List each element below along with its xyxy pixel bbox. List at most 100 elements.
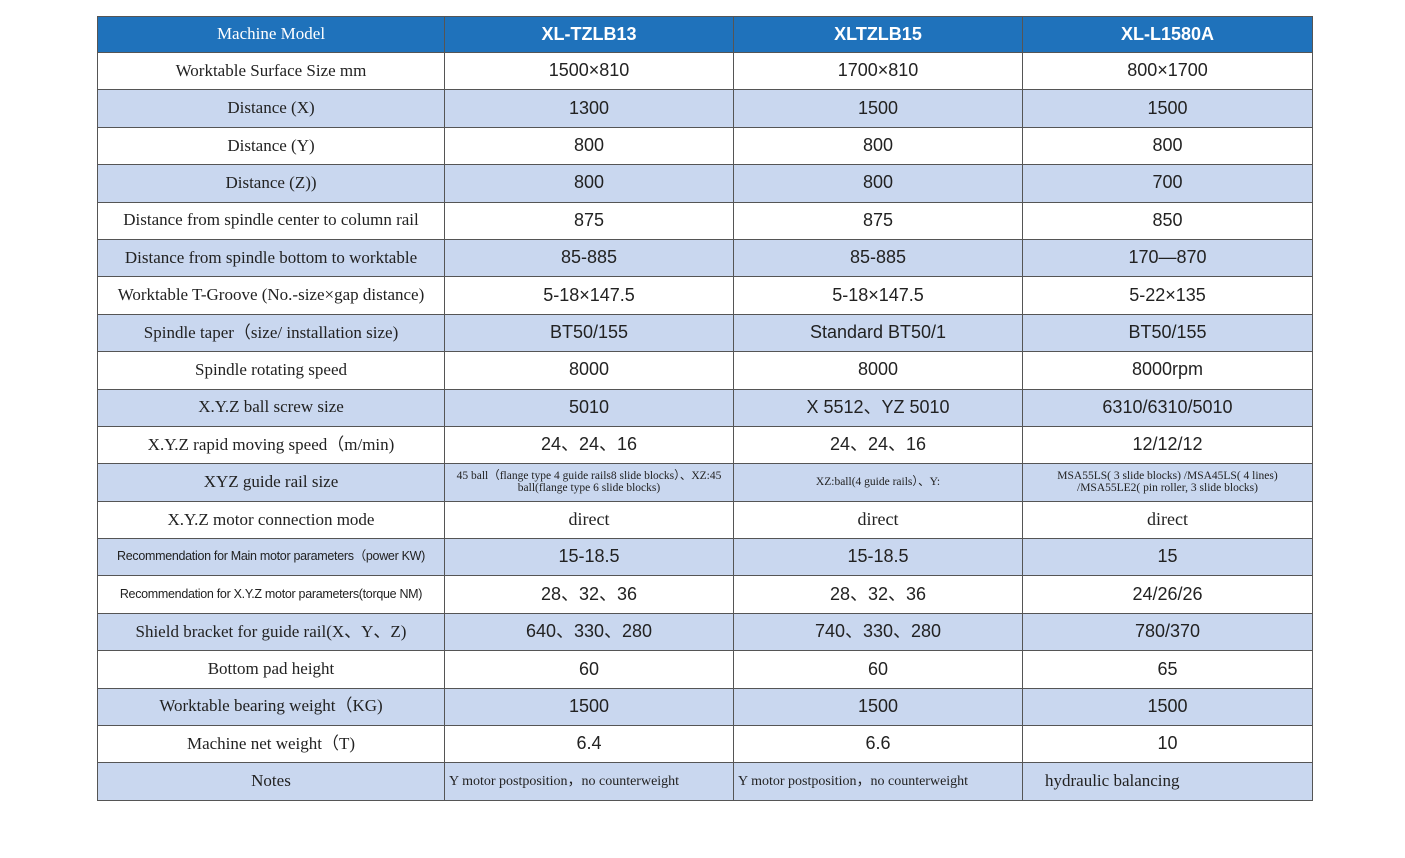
value-cell: 1500 bbox=[1022, 89, 1313, 128]
value-cell: 85-885 bbox=[444, 238, 734, 278]
table-row: Worktable T-Groove (No.-size×gap distanc… bbox=[97, 276, 1313, 315]
row-label: Distance (Z)) bbox=[97, 164, 445, 203]
row-label: Distance (Y) bbox=[97, 126, 445, 166]
value-cell: 850 bbox=[1022, 201, 1313, 240]
value-cell: 800 bbox=[733, 126, 1023, 166]
table-row: Distance (Y) 800 800 800 bbox=[97, 126, 1313, 166]
value-cell: 24、24、16 bbox=[444, 425, 734, 465]
row-label: Worktable Surface Size mm bbox=[97, 51, 445, 91]
value-cell: 800 bbox=[444, 126, 734, 166]
table-row: X.Y.Z motor connection mode direct direct d… bbox=[97, 500, 1313, 540]
value-cell: 640、330、280 bbox=[444, 612, 734, 652]
header-row: Machine Model XL-TZLB13 XLTZLB15 XL-L1580A bbox=[97, 16, 1313, 53]
value-cell: 800 bbox=[1022, 126, 1313, 166]
value-cell: 15-18.5 bbox=[444, 538, 734, 577]
value-cell: 800 bbox=[733, 164, 1023, 203]
row-label: Shield bracket for guide rail(X、Y、Z) bbox=[97, 612, 445, 652]
table-row: Recommendation for Main motor parameters… bbox=[97, 538, 1313, 577]
table-row: Worktable bearing weight（KG) 1500 1500 1500 bbox=[97, 687, 1313, 727]
table-row: Distance (X) 1300 1500 1500 bbox=[97, 89, 1313, 128]
value-cell: direct bbox=[444, 500, 734, 540]
value-cell: 1500×810 bbox=[444, 51, 734, 91]
table-row: Recommendation for X.Y.Z motor parameter… bbox=[97, 575, 1313, 614]
spec-table: Machine Model XL-TZLB13 XLTZLB15 XL-L1580A … bbox=[97, 16, 1313, 801]
value-cell: 8000 bbox=[733, 351, 1023, 390]
value-cell: 85-885 bbox=[733, 238, 1023, 278]
row-label: XYZ guide rail size bbox=[97, 463, 445, 502]
value-cell: XZ:ball(4 guide rails）、Y: bbox=[733, 463, 1023, 502]
value-cell: 875 bbox=[444, 201, 734, 240]
value-cell: Y motor postposition，no counterweight bbox=[444, 762, 734, 801]
table-row: XYZ guide rail size 45 ball（flange type 4… bbox=[97, 463, 1313, 502]
value-cell: Standard BT50/1 bbox=[733, 313, 1023, 353]
value-cell: 28、32、36 bbox=[444, 575, 734, 614]
value-cell: hydraulic balancing bbox=[1022, 762, 1313, 801]
value-cell: Y motor postposition，no counterweight bbox=[733, 762, 1023, 801]
value-cell: BT50/155 bbox=[1022, 313, 1313, 353]
value-cell: 800×1700 bbox=[1022, 51, 1313, 91]
header-cell: Machine Model bbox=[97, 16, 445, 53]
table-row: Distance from spindle bottom to worktabl… bbox=[97, 238, 1313, 278]
value-cell: 1500 bbox=[733, 89, 1023, 128]
value-cell: 5-22×135 bbox=[1022, 276, 1313, 315]
table-row: X.Y.Z ball screw size 5010 X 5512、YZ 5010 6… bbox=[97, 388, 1313, 427]
table-row: Machine net weight（T) 6.4 6.6 10 bbox=[97, 725, 1313, 764]
row-label: Machine net weight（T) bbox=[97, 725, 445, 764]
value-cell: 5-18×147.5 bbox=[733, 276, 1023, 315]
row-label: Distance from spindle center to column r… bbox=[97, 201, 445, 240]
value-cell: 6.4 bbox=[444, 725, 734, 764]
value-cell: 60 bbox=[733, 650, 1023, 689]
row-label: Worktable bearing weight（KG) bbox=[97, 687, 445, 727]
value-cell: 24、24、16 bbox=[733, 425, 1023, 465]
header-cell: XLTZLB15 bbox=[733, 16, 1023, 53]
row-label: Spindle rotating speed bbox=[97, 351, 445, 390]
value-cell: 1500 bbox=[733, 687, 1023, 727]
value-cell: 15 bbox=[1022, 538, 1313, 577]
value-cell: 700 bbox=[1022, 164, 1313, 203]
value-cell: 24/26/26 bbox=[1022, 575, 1313, 614]
value-cell: 875 bbox=[733, 201, 1023, 240]
value-cell: 8000 bbox=[444, 351, 734, 390]
table-row: Shield bracket for guide rail(X、Y、Z) 640、… bbox=[97, 612, 1313, 652]
header-cell: XL-L1580A bbox=[1022, 16, 1313, 53]
value-cell: 1300 bbox=[444, 89, 734, 128]
row-label: Worktable T-Groove (No.-size×gap distanc… bbox=[97, 276, 445, 315]
row-label: Recommendation for X.Y.Z motor parameter… bbox=[97, 575, 445, 614]
value-cell: 6.6 bbox=[733, 725, 1023, 764]
table-row: Spindle rotating speed 8000 8000 8000rpm bbox=[97, 351, 1313, 390]
value-cell: 65 bbox=[1022, 650, 1313, 689]
row-label: X.Y.Z ball screw size bbox=[97, 388, 445, 427]
value-cell: MSA55LS( 3 slide blocks) /MSA45LS( 4 lin… bbox=[1022, 463, 1313, 502]
table-row: X.Y.Z rapid moving speed（m/min) 24、24、16 2… bbox=[97, 425, 1313, 465]
value-cell: direct bbox=[733, 500, 1023, 540]
row-label: X.Y.Z rapid moving speed（m/min) bbox=[97, 425, 445, 465]
header-cell: XL-TZLB13 bbox=[444, 16, 734, 53]
value-cell: 5-18×147.5 bbox=[444, 276, 734, 315]
row-label: Bottom pad height bbox=[97, 650, 445, 689]
row-label: Spindle taper（size/ installation size) bbox=[97, 313, 445, 353]
table-row: Worktable Surface Size mm 1500×810 1700×81… bbox=[97, 51, 1313, 91]
table-row: Notes Y motor postposition，no counterweig… bbox=[97, 762, 1313, 801]
table-row: Distance (Z)) 800 800 700 bbox=[97, 164, 1313, 203]
value-cell: 8000rpm bbox=[1022, 351, 1313, 390]
spec-table-wrap: Machine Model XL-TZLB13 XLTZLB15 XL-L1580A … bbox=[97, 16, 1313, 801]
value-cell: 1500 bbox=[444, 687, 734, 727]
value-cell: BT50/155 bbox=[444, 313, 734, 353]
value-cell: direct bbox=[1022, 500, 1313, 540]
value-cell: 1700×810 bbox=[733, 51, 1023, 91]
value-cell: 170—870 bbox=[1022, 238, 1313, 278]
value-cell: 15-18.5 bbox=[733, 538, 1023, 577]
value-cell: 45 ball（flange type 4 guide rails8 slide… bbox=[444, 463, 734, 502]
table-row: Distance from spindle center to column r… bbox=[97, 201, 1313, 240]
value-cell: 28、32、36 bbox=[733, 575, 1023, 614]
value-cell: 1500 bbox=[1022, 687, 1313, 727]
value-cell: 800 bbox=[444, 164, 734, 203]
row-label: Distance (X) bbox=[97, 89, 445, 128]
value-cell: 740、330、280 bbox=[733, 612, 1023, 652]
table-row: Spindle taper（size/ installation size) BT… bbox=[97, 313, 1313, 353]
value-cell: 10 bbox=[1022, 725, 1313, 764]
value-cell: 780/370 bbox=[1022, 612, 1313, 652]
value-cell: 12/12/12 bbox=[1022, 425, 1313, 465]
row-label: Notes bbox=[97, 762, 445, 801]
row-label: X.Y.Z motor connection mode bbox=[97, 500, 445, 540]
